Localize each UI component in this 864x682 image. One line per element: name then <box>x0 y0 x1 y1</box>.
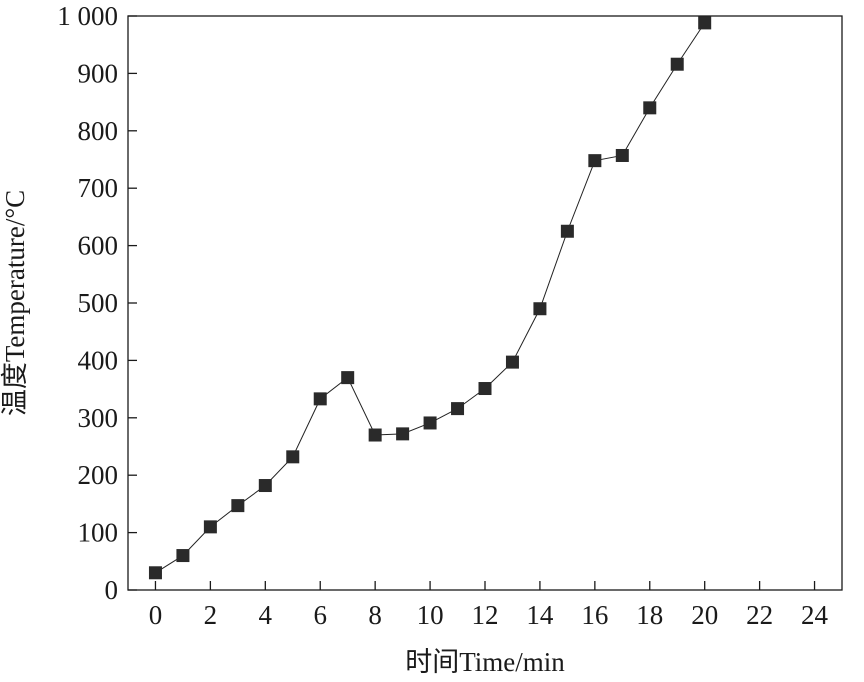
data-point <box>176 549 190 563</box>
x-tick-label: 0 <box>149 600 163 630</box>
data-point <box>203 520 217 534</box>
y-tick-label: 800 <box>78 116 119 146</box>
y-axis-title: 温度Temperature/°C <box>0 190 30 416</box>
data-point <box>148 566 162 580</box>
x-tick-label: 2 <box>204 600 218 630</box>
y-tick-label: 1 000 <box>57 1 118 31</box>
y-tick-label: 700 <box>78 173 119 203</box>
y-axis-ticks: 0 100 200 300 400 500 600 700 800 900 1 000 <box>57 1 137 605</box>
data-point <box>258 479 272 493</box>
data-point <box>313 392 327 406</box>
data-point <box>670 57 684 71</box>
x-tick-label: 6 <box>313 600 327 630</box>
y-tick-label: 0 <box>105 575 119 605</box>
data-point <box>698 16 712 30</box>
data-point <box>505 355 519 369</box>
data-point <box>396 427 410 441</box>
data-point <box>615 148 629 162</box>
x-tick-label: 8 <box>368 600 382 630</box>
x-tick-label: 10 <box>417 600 444 630</box>
y-tick-label: 900 <box>78 58 119 88</box>
y-tick-label: 600 <box>78 231 119 261</box>
data-point <box>643 101 657 115</box>
y-tick-label: 100 <box>78 518 119 548</box>
y-tick-label: 500 <box>78 288 119 318</box>
data-point <box>588 154 602 168</box>
x-tick-label: 14 <box>526 600 554 630</box>
y-tick-label: 200 <box>78 460 119 490</box>
x-tick-label: 18 <box>636 600 663 630</box>
x-axis-ticks: 0 2 4 6 8 10 12 14 16 18 20 22 24 <box>149 581 829 630</box>
data-point <box>423 416 437 430</box>
data-point <box>231 499 245 513</box>
data-point <box>368 428 382 442</box>
data-point <box>560 224 574 238</box>
y-tick-label: 300 <box>78 403 119 433</box>
x-axis-title: 时间Time/min <box>405 647 565 677</box>
x-tick-label: 22 <box>746 600 773 630</box>
data-point <box>286 450 300 464</box>
data-point <box>341 371 355 385</box>
data-point <box>451 402 465 416</box>
y-tick-label: 400 <box>78 345 119 375</box>
x-tick-label: 16 <box>581 600 608 630</box>
series-layer <box>148 16 712 580</box>
series-line <box>155 22 706 574</box>
data-point <box>478 382 492 396</box>
data-point <box>533 302 547 316</box>
x-tick-label: 20 <box>691 600 718 630</box>
x-tick-label: 4 <box>259 600 273 630</box>
x-tick-label: 24 <box>801 600 829 630</box>
x-tick-label: 12 <box>472 600 499 630</box>
